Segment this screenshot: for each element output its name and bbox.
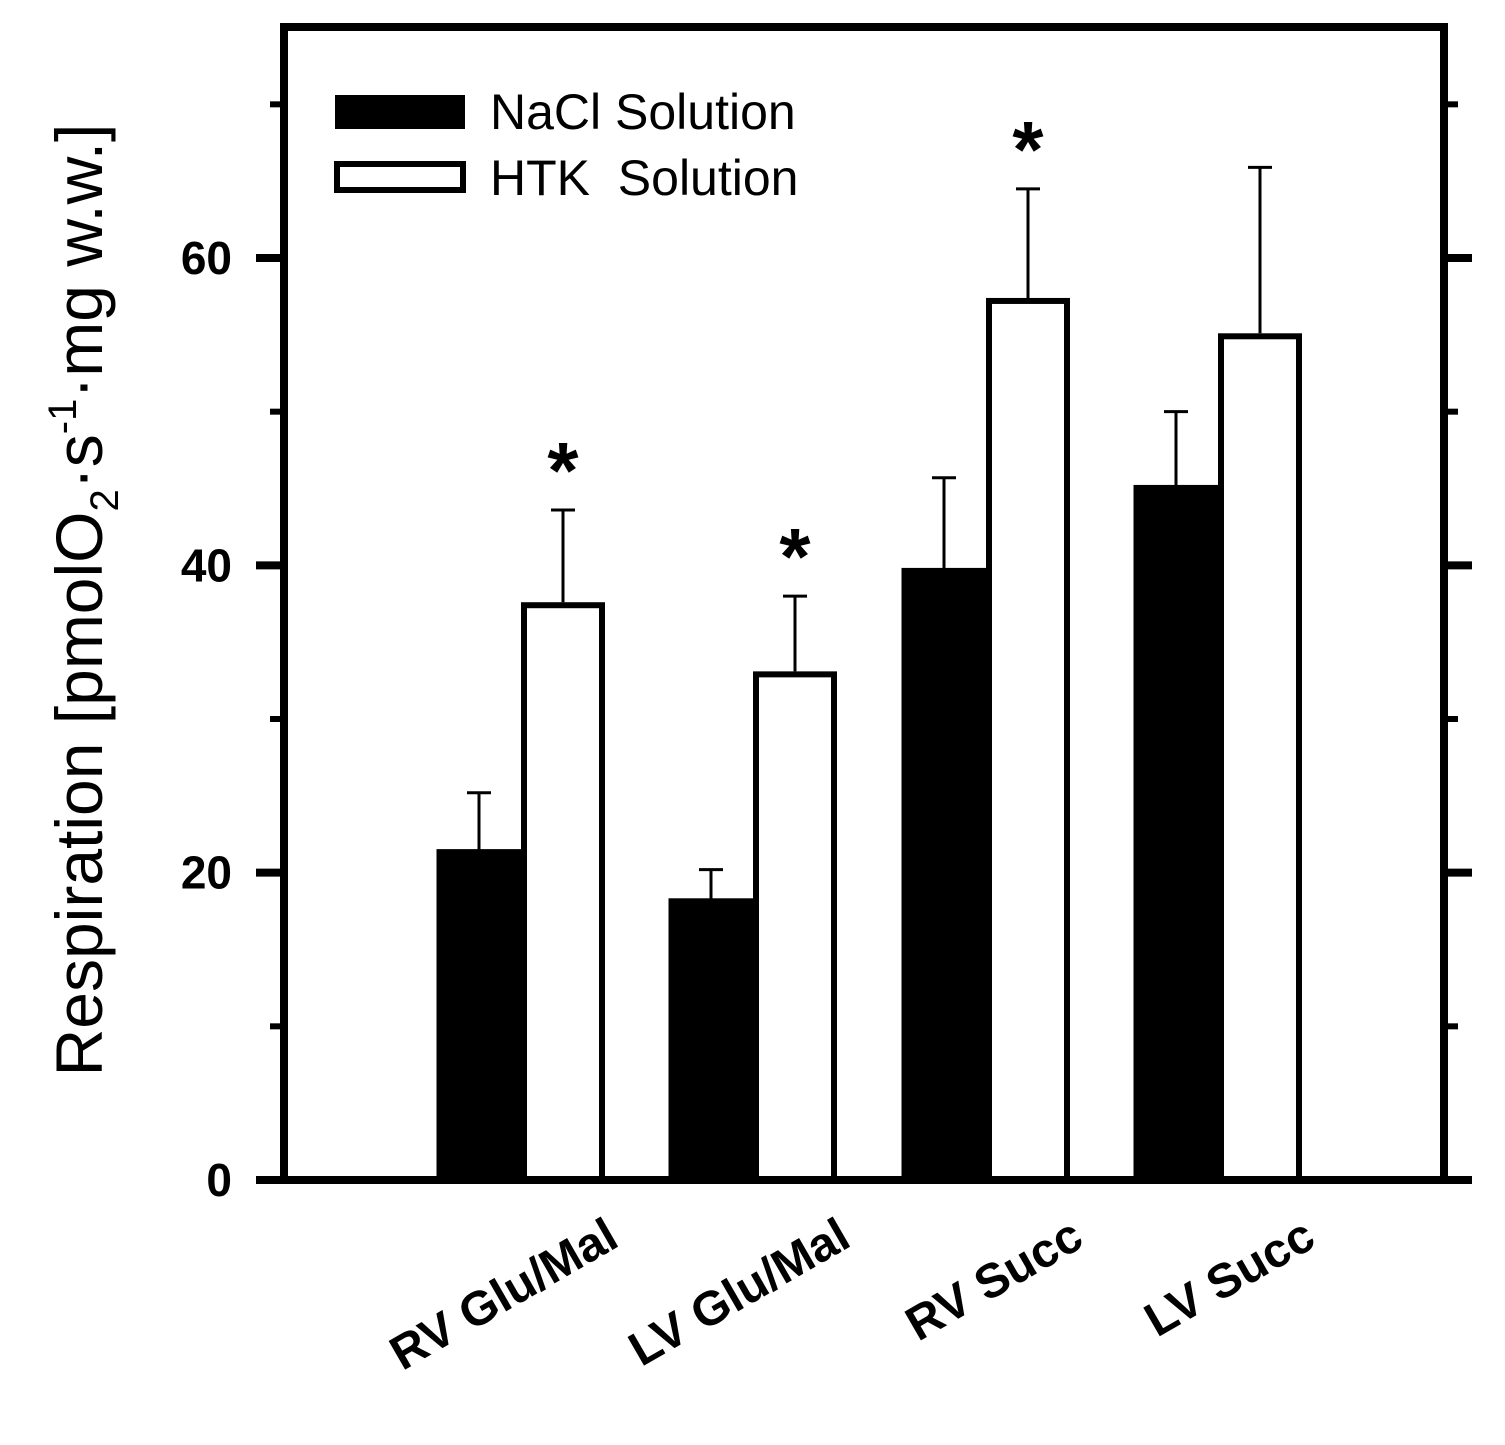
x-category-label-0: RV Glu/Mal	[381, 1209, 626, 1381]
y-axis-label-superscript: -1	[41, 399, 85, 435]
y-tick-label-3: 60	[181, 232, 232, 284]
bar-htk-0	[521, 602, 605, 1183]
bar-nacl-0	[436, 849, 522, 1181]
legend: NaCl Solution HTK Solution	[334, 84, 798, 206]
y-axis-label-subscript: 2	[83, 489, 127, 511]
y-tick-labels: 0 20 40 60	[181, 232, 232, 1206]
bars-layer	[436, 297, 1302, 1184]
y-tick-label-0: 0	[206, 1154, 232, 1206]
bar-htk-2	[986, 297, 1070, 1184]
bar-nacl-3	[1133, 484, 1219, 1181]
significance-star-0: *	[547, 426, 579, 515]
bar-htk-3	[1218, 333, 1302, 1183]
y-tick-label-1: 20	[181, 847, 232, 899]
significance-star-2: *	[1012, 105, 1044, 194]
bar-htk-1	[753, 671, 837, 1183]
axis-ticks	[256, 101, 1472, 1184]
y-axis-label-suffix: ·mg w.w.]	[42, 124, 116, 399]
plot-frame	[280, 23, 1448, 1184]
legend-swatch-nacl	[335, 95, 465, 129]
legend-swatch-htk	[334, 161, 466, 193]
y-axis-label-prefix: Respiration [pmolO	[42, 511, 116, 1076]
legend-label-htk: HTK Solution	[490, 150, 798, 206]
y-tick-label-2: 40	[181, 539, 232, 591]
bar-nacl-2	[901, 567, 987, 1181]
significance-star-1: *	[779, 512, 811, 601]
error-bars-layer	[467, 165, 1272, 899]
y-axis-label-mid: ·s	[42, 434, 116, 489]
x-category-label-3: LV Succ	[1136, 1209, 1323, 1348]
bar-nacl-1	[668, 898, 754, 1181]
x-category-label-2: RV Succ	[897, 1209, 1091, 1352]
y-axis-label: Respiration [pmolO2·s-1·mg w.w.]	[41, 124, 127, 1077]
significance-layer: * * *	[547, 105, 1044, 601]
x-category-label-1: LV Glu/Mal	[620, 1209, 858, 1377]
legend-label-nacl: NaCl Solution	[490, 84, 796, 140]
